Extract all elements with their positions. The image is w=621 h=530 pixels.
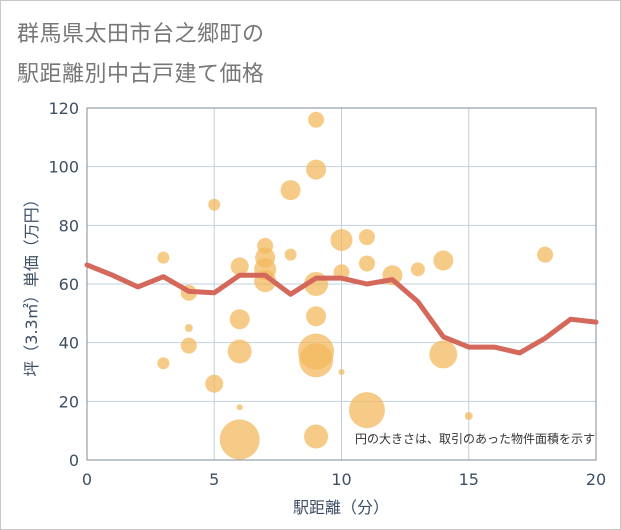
scatter-point <box>464 412 473 420</box>
y-tick-label: 120 <box>48 99 79 118</box>
scatter-point <box>330 229 353 251</box>
scatter-point <box>537 246 554 263</box>
scatter-point <box>180 337 197 354</box>
x-axis-label: 駅距離（分） <box>293 498 389 517</box>
scatter-point <box>433 250 454 271</box>
scatter-point <box>208 198 221 211</box>
y-tick-label: 40 <box>59 334 79 353</box>
scatter-point <box>429 340 458 369</box>
scatter-point <box>304 424 329 449</box>
scatter-point <box>308 111 325 128</box>
scatter-point <box>236 404 243 411</box>
x-tick-label: 10 <box>331 470 351 489</box>
scatter-point <box>280 180 301 201</box>
scatter-point <box>205 374 224 393</box>
x-tick-label: 0 <box>82 470 92 489</box>
scatter-point <box>348 392 385 429</box>
y-tick-label: 60 <box>59 275 79 294</box>
scatter-point <box>306 159 327 180</box>
bubble-size-annotation: 円の大きさは、取引のあった物件面積を示す <box>355 431 595 446</box>
y-tick-label: 100 <box>48 158 79 177</box>
scatter-point <box>184 324 193 332</box>
scatter-point <box>157 357 170 370</box>
scatter-point <box>219 419 260 460</box>
y-axis-label: 坪（3.3㎡）単価（万円） <box>22 191 41 376</box>
plot-area-border <box>86 107 597 461</box>
y-tick-label: 80 <box>59 216 79 235</box>
tick-layer: 0 5 10 15 20 0 20 40 60 80 100 120 <box>48 99 606 489</box>
bubble-layer <box>157 111 554 460</box>
y-tick-label: 20 <box>59 392 79 411</box>
scatter-point <box>230 257 249 276</box>
average-price-line <box>84 262 599 356</box>
x-tick-label: 15 <box>459 470 479 489</box>
scatter-point <box>306 306 327 327</box>
chart-title-line2: 駅距離別中古戸建て価格 <box>17 62 265 87</box>
x-tick-label: 20 <box>586 470 606 489</box>
x-tick-label: 5 <box>209 470 219 489</box>
grid-layer <box>87 108 596 460</box>
chart-title-line1: 群馬県太田市台之郷町の <box>17 22 265 47</box>
scatter-point <box>284 248 297 261</box>
scatter-point <box>229 309 250 330</box>
scatter-point <box>358 255 375 272</box>
scatter-point <box>410 262 425 277</box>
scatter-point <box>338 369 345 375</box>
scatter-point <box>358 229 375 246</box>
scatter-point <box>227 339 252 364</box>
scatter-point <box>157 251 170 264</box>
y-tick-label: 0 <box>69 451 79 470</box>
scatter-point <box>299 343 334 378</box>
